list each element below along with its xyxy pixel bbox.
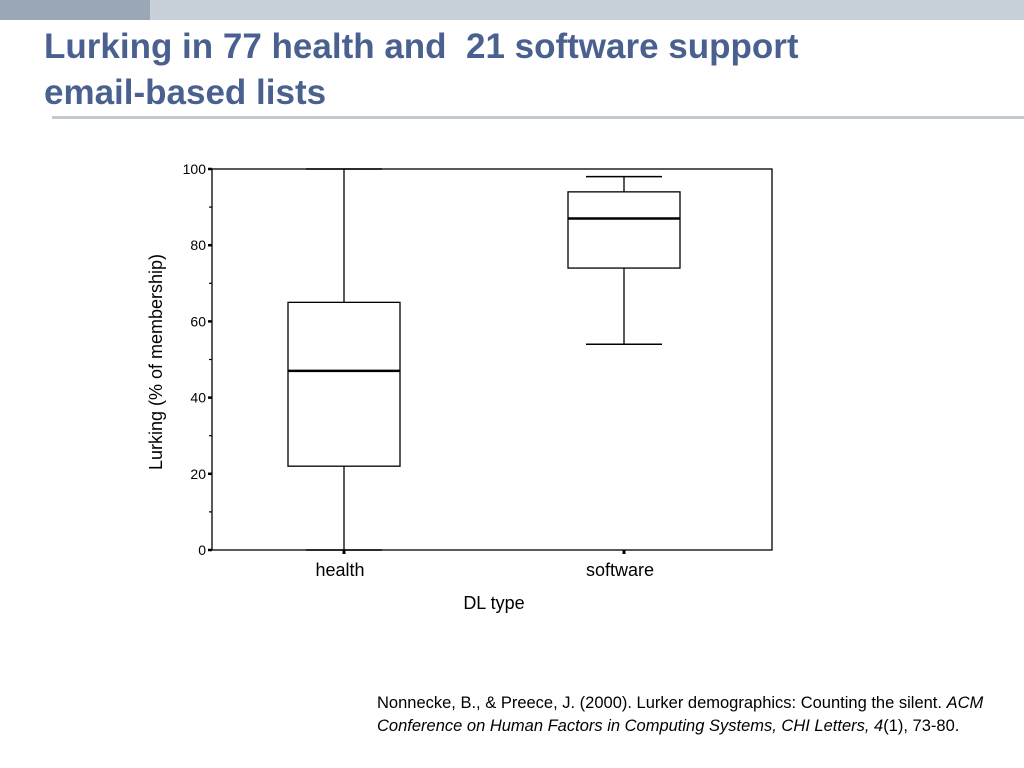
citation-authors: Nonnecke, B., & Preece, J. (2000). Lurke… (377, 694, 947, 712)
y-tick-label: 0 (198, 542, 206, 558)
title-divider (52, 116, 1024, 119)
x-tick-label: software (586, 560, 654, 580)
title-line-2: email-based lists (44, 73, 327, 112)
title-line-1: Lurking in 77 health and 21 software sup… (44, 27, 799, 66)
x-tick-label: health (315, 560, 364, 580)
top-bar (0, 0, 1024, 20)
box-iqr (567, 191, 681, 269)
y-tick-label: 80 (190, 237, 206, 253)
y-tick-label: 100 (183, 161, 207, 177)
y-axis-label: Lurking (% of membership) (146, 254, 166, 470)
slide-title: Lurking in 77 health and 21 software sup… (44, 24, 944, 116)
citation-issue-pages: (1), 73-80. (883, 717, 960, 735)
y-tick-label: 60 (190, 313, 206, 329)
citation: Nonnecke, B., & Preece, J. (2000). Lurke… (377, 692, 1017, 738)
y-tick-label: 20 (190, 466, 206, 482)
y-tick-label: 40 (190, 390, 206, 406)
box-iqr (287, 301, 401, 467)
citation-journal: ACM Conference on Human Factors in Compu… (377, 694, 984, 735)
top-bar-accent (0, 0, 150, 20)
x-axis-label: DL type (463, 593, 524, 613)
